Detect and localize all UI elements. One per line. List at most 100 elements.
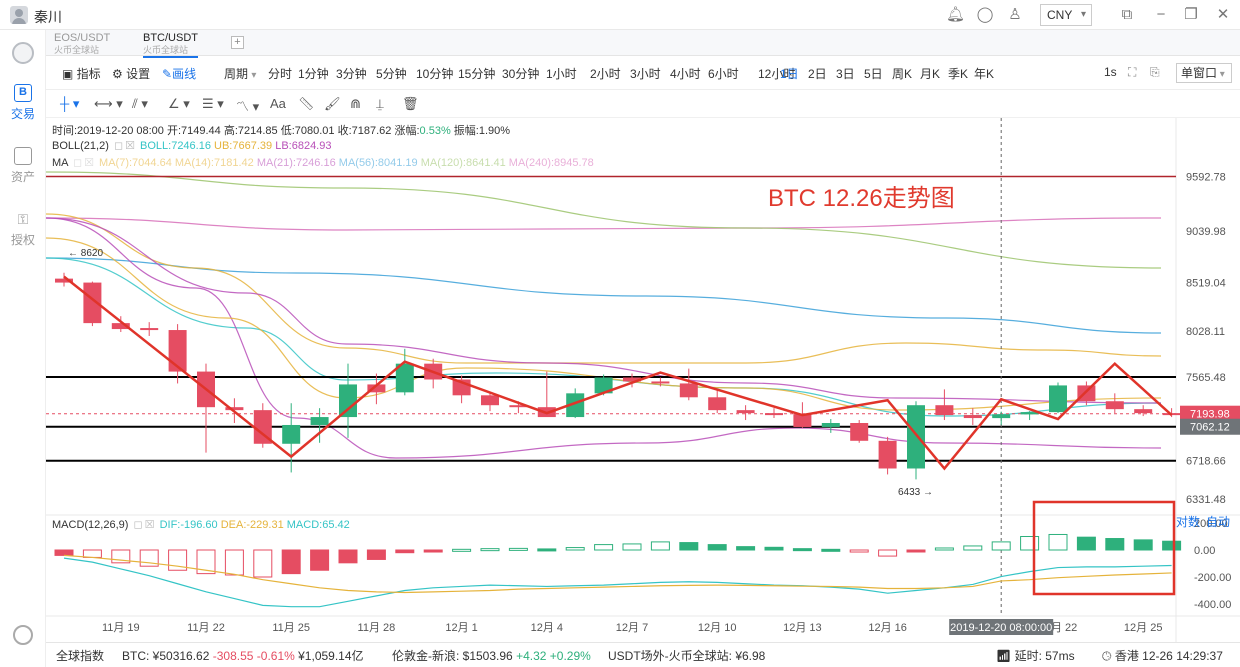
period-option[interactable]: 年K xyxy=(974,67,995,81)
settings-button[interactable]: ⚙ 设置 xyxy=(112,65,150,82)
wave-tool-icon[interactable]: 〽 ▾ xyxy=(236,99,260,114)
date-axis-label: 11月 22 xyxy=(187,622,225,634)
macd-bar xyxy=(594,544,614,551)
ma-info: MA ◻ ☒ MA(7):7044.64 MA(14):7181.42 MA(21… xyxy=(52,156,594,169)
avatar[interactable] xyxy=(10,6,28,24)
kline-chart[interactable]: 9592.78 9039.98 8519.04 8028.11 7565.48 6718.… xyxy=(46,118,1240,642)
period-option[interactable]: 月K xyxy=(920,67,941,81)
sidebar-item-trade[interactable]: B 交易 xyxy=(0,84,46,122)
eye-icon[interactable]: ◻ xyxy=(133,519,143,531)
external-window-icon[interactable]: ⧉ xyxy=(1121,6,1133,23)
ma240-line xyxy=(46,217,1162,231)
shirt-icon[interactable]: ♙ xyxy=(1008,6,1022,23)
period-option[interactable]: 3分钟 xyxy=(336,67,367,81)
period-option[interactable]: 6小时 xyxy=(708,67,739,81)
sidebar-item-auth[interactable]: ⚿ 授权 xyxy=(0,210,46,248)
restore-icon[interactable]: ❐ xyxy=(1184,6,1198,23)
add-tab-button[interactable]: + xyxy=(231,36,244,49)
period-option[interactable]: 季K xyxy=(948,67,969,81)
window-mode-select[interactable]: 单窗口 ▾ xyxy=(1176,63,1232,83)
period-option[interactable]: 周K xyxy=(892,67,913,81)
period-option[interactable]: 3日 xyxy=(836,67,855,81)
trash-icon[interactable]: 🗑︎ xyxy=(402,96,419,111)
btc-index: BTC: ¥50316.62 -308.55 -0.61% ¥1,059.14亿 xyxy=(122,649,364,663)
chart-canvas[interactable]: 9592.78 9039.98 8519.04 8028.11 7565.48 6718.… xyxy=(46,118,1240,642)
period-option[interactable]: 5分钟 xyxy=(376,67,407,81)
refresh-interval[interactable]: 1s xyxy=(1104,65,1117,79)
macd-info: MACD(12,26,9) ◻ ☒ DIF:-196.60 DEA:-229.31… xyxy=(52,518,350,531)
global-index[interactable]: 全球指数 xyxy=(56,649,105,663)
candle-body xyxy=(481,395,499,406)
period-option[interactable]: 1小时 xyxy=(546,67,577,81)
period-option[interactable]: 1分钟 xyxy=(298,67,329,81)
candle-body xyxy=(821,423,840,427)
period-option[interactable]: 30分钟 xyxy=(502,67,540,81)
username: 秦川 xyxy=(34,9,62,25)
log-scale-toggle[interactable]: 对数 xyxy=(1176,515,1201,529)
macd-highlight-box xyxy=(1032,500,1176,596)
period-option[interactable]: 3小时 xyxy=(630,67,661,81)
period-option[interactable]: 2小时 xyxy=(590,67,621,81)
candle-body xyxy=(140,328,159,331)
fullscreen-icon[interactable]: ⛶ xyxy=(1128,65,1137,79)
text-tool-icon[interactable]: Aa xyxy=(270,96,286,111)
eye-icon[interactable]: ◻ xyxy=(72,157,83,169)
period-dropdown[interactable]: 周期 ▾ xyxy=(224,65,256,82)
macd-bar xyxy=(82,549,102,558)
eye-icon[interactable]: ◻ xyxy=(113,140,124,152)
tab-eos-usdt[interactable]: EOS/USDT 火币全球站 xyxy=(54,32,111,56)
draw-button[interactable]: ✎画线 xyxy=(162,65,196,82)
crosshair-tool-icon[interactable]: ┼ ▾ xyxy=(60,96,80,111)
app-logo-icon xyxy=(12,42,34,64)
period-option[interactable]: 2日 xyxy=(808,67,827,81)
macd-bar xyxy=(1162,540,1182,551)
chat-icon[interactable]: ◯ xyxy=(976,6,994,23)
pin-tool-icon[interactable]: ⍊ xyxy=(376,96,384,111)
currency-select[interactable]: CNY xyxy=(1040,4,1092,26)
macd-bar xyxy=(991,541,1011,551)
cursor-price-tag: 7062.12 xyxy=(1190,422,1230,434)
period-option[interactable]: 4小时 xyxy=(670,67,701,81)
bell-icon[interactable]: 🔔︎ xyxy=(946,6,966,23)
close-icon[interactable]: ☒ xyxy=(125,140,135,152)
close-icon[interactable]: ☒ xyxy=(144,519,155,531)
chart-toolbar: ▣ 指标 ⚙ 设置 ✎画线 周期 ▾ 分时 1分钟 3分钟 5分钟 10分钟 15分钟 30… xyxy=(46,56,1240,90)
parallel-lines-tool-icon[interactable]: ⫽ ▾ xyxy=(132,96,148,111)
settings-gear-icon[interactable] xyxy=(13,625,33,645)
horizontal-line-tool-icon[interactable]: ⟷ ▾ xyxy=(94,96,123,111)
ruler-tool-icon[interactable]: 📏︎ xyxy=(298,96,315,111)
boll-lb-line xyxy=(46,217,1162,459)
auto-scale-toggle[interactable]: 自动 xyxy=(1206,515,1231,529)
period-option[interactable]: 分时 xyxy=(268,67,293,81)
ma14-value: MA(14):7181.42 xyxy=(174,157,254,169)
period-option[interactable]: 10分钟 xyxy=(416,67,454,81)
period-option[interactable]: 5日 xyxy=(864,67,883,81)
macd-bar xyxy=(622,543,642,551)
candle-body xyxy=(253,410,272,444)
period-option[interactable]: 15分钟 xyxy=(458,67,496,81)
indicator-label: 指标 xyxy=(76,67,101,81)
brush-tool-icon[interactable]: 🖌︎ xyxy=(324,96,341,111)
indicator-button[interactable]: ▣ 指标 xyxy=(62,65,101,82)
magnet-tool-icon[interactable]: ⋒ xyxy=(350,96,361,111)
candle-body xyxy=(907,405,925,469)
price-axis-label: 8028.11 xyxy=(1186,326,1225,338)
tab-btc-usdt[interactable]: BTC/USDT 火币全球站 xyxy=(143,33,198,58)
minimize-icon[interactable]: − xyxy=(1156,6,1166,23)
ma120-value: MA(120):8641.41 xyxy=(420,157,506,169)
period-option[interactable]: 1日 xyxy=(780,67,799,81)
high-marker: ← 8620 xyxy=(68,248,104,259)
macd-bar xyxy=(452,548,472,552)
chart-icon: ▣ xyxy=(62,67,77,81)
draw-label: 画线 xyxy=(172,67,197,81)
close-icon[interactable]: ☒ xyxy=(84,157,94,169)
candle-body xyxy=(594,377,613,394)
angle-tool-icon[interactable]: ∠ ▾ xyxy=(168,96,190,111)
sidebar-item-assets[interactable]: 资产 xyxy=(0,147,46,185)
period-option[interactable]: 12小时 xyxy=(758,67,796,81)
close-icon[interactable]: ✕ xyxy=(1216,6,1230,23)
macd-bar xyxy=(480,548,500,552)
fibonacci-tool-icon[interactable]: ☰ ▾ xyxy=(202,96,224,111)
screenshot-icon[interactable]: ⎘ xyxy=(1150,65,1160,79)
tab-label: EOS/USDT xyxy=(54,32,111,44)
